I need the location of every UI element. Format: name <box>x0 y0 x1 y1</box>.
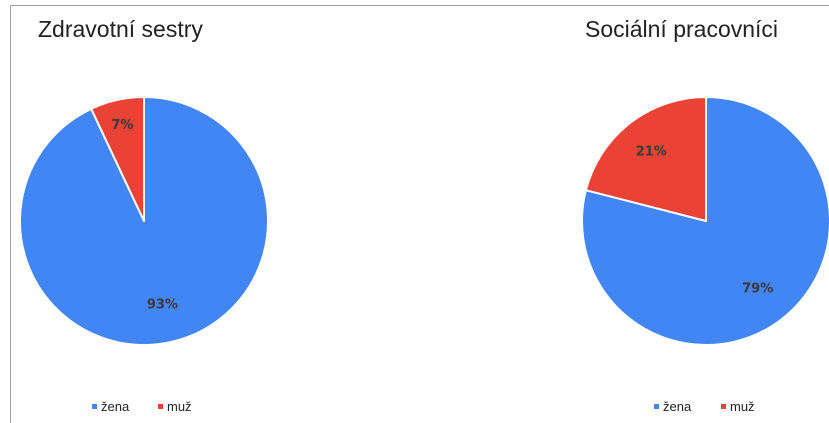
legend-swatch-muz <box>158 404 163 409</box>
slice-label-zena: 93% <box>147 297 178 312</box>
legend-label-muz: muž <box>730 399 755 414</box>
legend-label-muz: muž <box>167 399 192 414</box>
chart-title: Zdravotní sestry <box>38 16 203 42</box>
pie-slices <box>19 96 269 346</box>
legend-label-zena: žena <box>663 399 692 414</box>
legend-swatch-zena <box>92 404 97 409</box>
legend: žena muž <box>654 399 755 414</box>
legend-swatch-zena <box>654 404 659 409</box>
chart-title: Sociální pracovníci <box>585 16 778 42</box>
chart-frame <box>10 5 829 423</box>
pie-labels: 93% 7% <box>111 118 178 312</box>
legend-label-zena: žena <box>101 399 130 414</box>
pie-slices <box>581 96 829 346</box>
slice-label-muz: 21% <box>636 144 667 159</box>
legend: žena muž <box>92 399 192 414</box>
legend-swatch-muz <box>721 404 726 409</box>
pie-slice-muz <box>584 96 707 222</box>
slice-label-muz: 7% <box>111 118 133 133</box>
pie-chart-zdravotni-sestry: Zdravotní sestry 93% 7% žena muž <box>19 16 269 414</box>
pie-slice-muz <box>90 96 145 222</box>
slice-label-zena: 79% <box>742 282 773 297</box>
pie-chart-socialni-pracovnici: Sociální pracovníci 79% 21% žena muž <box>581 16 829 414</box>
pie-labels: 79% 21% <box>636 144 774 296</box>
